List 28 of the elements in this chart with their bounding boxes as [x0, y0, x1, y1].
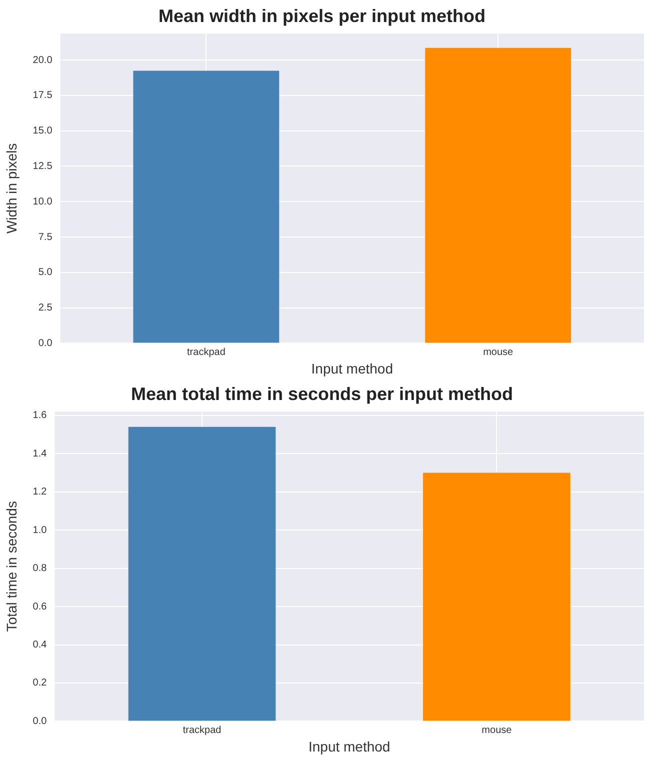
x-tick-label: trackpad [182, 724, 222, 736]
chart-title: Mean width in pixels per input method [158, 6, 486, 26]
y-tick-label: 7.5 [38, 232, 53, 243]
y-axis-title: Width in pixels [3, 143, 20, 234]
y-tick-label: 1.2 [32, 486, 48, 498]
y-tick-label: 0.0 [38, 338, 53, 349]
y-axis-title: Total time in seconds [3, 501, 20, 632]
chart-title: Mean total time in seconds per input method [130, 384, 514, 404]
y-tick-label: 15.0 [32, 126, 53, 137]
y-tick-label: 0.8 [32, 563, 48, 574]
y-tick-label: 17.5 [32, 90, 53, 102]
y-tick-label: 1.4 [32, 448, 48, 460]
x-axis-title: Input method [311, 360, 393, 376]
y-tick-label: 1.0 [32, 524, 48, 536]
x-tick-label: mouse [482, 724, 512, 736]
y-tick-label: 1.6 [32, 410, 48, 422]
x-tick-label: mouse [483, 346, 514, 358]
y-tick-label: 10.0 [32, 196, 53, 208]
y-tick-label: 12.5 [32, 160, 53, 172]
y-tick-label: 2.5 [38, 302, 53, 314]
y-tick-label: 0.2 [32, 678, 48, 689]
y-tick-label: 0.6 [32, 601, 48, 612]
y-tick-label: 5.0 [38, 267, 53, 278]
y-tick-label: 0.4 [32, 640, 48, 651]
y-tick-label: 20.0 [32, 54, 53, 66]
x-axis-title: Input method [308, 738, 390, 754]
y-tick-label: 0.0 [32, 716, 48, 727]
x-tick-label: trackpad [187, 346, 226, 358]
